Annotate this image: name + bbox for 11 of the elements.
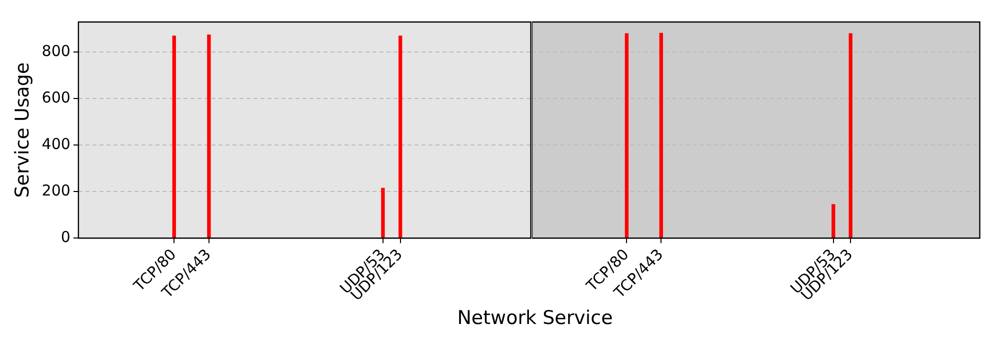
- bar: [207, 34, 211, 238]
- y-tick-label: 0: [60, 228, 70, 246]
- x-axis-title: Network Service: [456, 307, 614, 329]
- bar: [172, 36, 176, 238]
- y-tick-label: 600: [42, 88, 70, 107]
- y-tick-label: 400: [42, 135, 70, 154]
- bar: [398, 36, 402, 238]
- y-axis-title: Service Usage: [11, 62, 34, 198]
- y-tick-label: 800: [42, 42, 70, 60]
- y-tick-label: 200: [42, 182, 70, 200]
- bar: [381, 188, 385, 238]
